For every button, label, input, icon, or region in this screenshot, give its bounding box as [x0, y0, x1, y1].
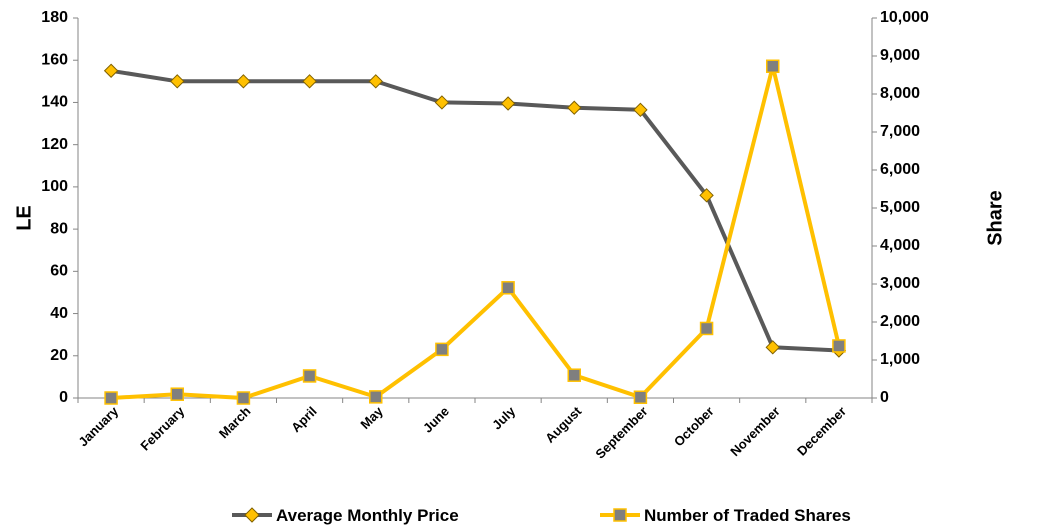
right-tick-label: 5,000 — [880, 199, 920, 216]
price-point — [765, 340, 780, 355]
price-point — [302, 74, 317, 89]
price-point — [368, 74, 383, 89]
right-tick-label: 9,000 — [880, 47, 920, 64]
shares-point — [236, 391, 251, 405]
price-point — [633, 102, 648, 118]
x-tick-label: June — [420, 404, 452, 436]
x-tick-label: January — [75, 403, 121, 449]
price-point — [500, 96, 516, 111]
price-point — [236, 74, 251, 89]
left-tick-label: 40 — [50, 305, 68, 322]
x-tick-label: October — [671, 404, 717, 450]
price-point — [434, 95, 450, 110]
right-tick-label: 3,000 — [880, 275, 920, 292]
x-tick-label: May — [357, 403, 386, 432]
series-line-1 — [110, 64, 841, 400]
legend: Average Monthly Price Number of Traded S… — [232, 506, 851, 525]
legend-item-price: Average Monthly Price — [232, 506, 459, 525]
right-axis-ticks: 0 1,000 2,000 3,000 4,000 5,000 6,000 7,000 8,00… — [872, 9, 929, 406]
x-axis-ticks: January February March April May June July Augu… — [75, 398, 873, 462]
price-point — [699, 188, 714, 203]
left-axis-ticks: 0 20 40 60 80 100 120 140 160 180 — [41, 9, 78, 406]
right-axis-title: Share — [984, 190, 1006, 246]
shares-point — [369, 390, 383, 404]
right-tick-label: 0 — [880, 389, 889, 406]
shares-point — [633, 390, 648, 404]
right-tick-label: 10,000 — [880, 9, 929, 26]
legend-swatch-price-marker — [244, 507, 260, 523]
shares-point — [435, 342, 449, 357]
x-tick-label: September — [592, 404, 650, 462]
x-tick-label: April — [288, 404, 320, 436]
right-tick-label: 6,000 — [880, 161, 920, 178]
legend-item-shares: Number of Traded Shares — [600, 506, 851, 525]
right-tick-label: 1,000 — [880, 351, 920, 368]
left-tick-label: 0 — [59, 389, 68, 406]
x-tick-label: December — [794, 404, 849, 459]
right-tick-label: 7,000 — [880, 123, 920, 140]
left-tick-label: 80 — [50, 220, 68, 237]
left-tick-label: 120 — [41, 136, 68, 153]
shares-point — [302, 369, 317, 383]
right-tick-label: 8,000 — [880, 85, 920, 102]
legend-swatch-shares-marker — [613, 508, 627, 522]
price-point — [103, 63, 119, 78]
x-tick-label: November — [727, 404, 783, 460]
x-tick-label: August — [542, 403, 585, 446]
series-markers — [103, 59, 847, 405]
series-line-0 — [110, 68, 839, 353]
shares-point — [501, 281, 515, 295]
shares-point — [170, 387, 184, 401]
axes — [77, 18, 873, 399]
shares-point — [832, 339, 846, 353]
left-tick-label: 20 — [50, 347, 68, 364]
left-tick-label: 100 — [41, 178, 68, 195]
right-tick-label: 4,000 — [880, 237, 920, 254]
series-lines — [110, 64, 841, 400]
left-axis-title: LE — [13, 205, 35, 231]
shares-point — [699, 321, 714, 336]
legend-label-price: Average Monthly Price — [276, 506, 459, 525]
price-point — [170, 74, 185, 89]
left-tick-label: 140 — [41, 94, 68, 111]
x-tick-label: March — [216, 403, 254, 441]
shares-point — [766, 59, 780, 74]
left-tick-label: 160 — [41, 51, 68, 68]
left-tick-label: 60 — [50, 263, 68, 280]
left-tick-label: 180 — [41, 9, 68, 26]
legend-label-shares: Number of Traded Shares — [644, 506, 851, 525]
x-tick-label: July — [489, 403, 519, 433]
shares-point — [104, 391, 118, 405]
right-tick-label: 2,000 — [880, 313, 920, 330]
shares-point — [567, 368, 581, 382]
price-point — [567, 100, 582, 115]
x-tick-label: February — [137, 403, 187, 453]
